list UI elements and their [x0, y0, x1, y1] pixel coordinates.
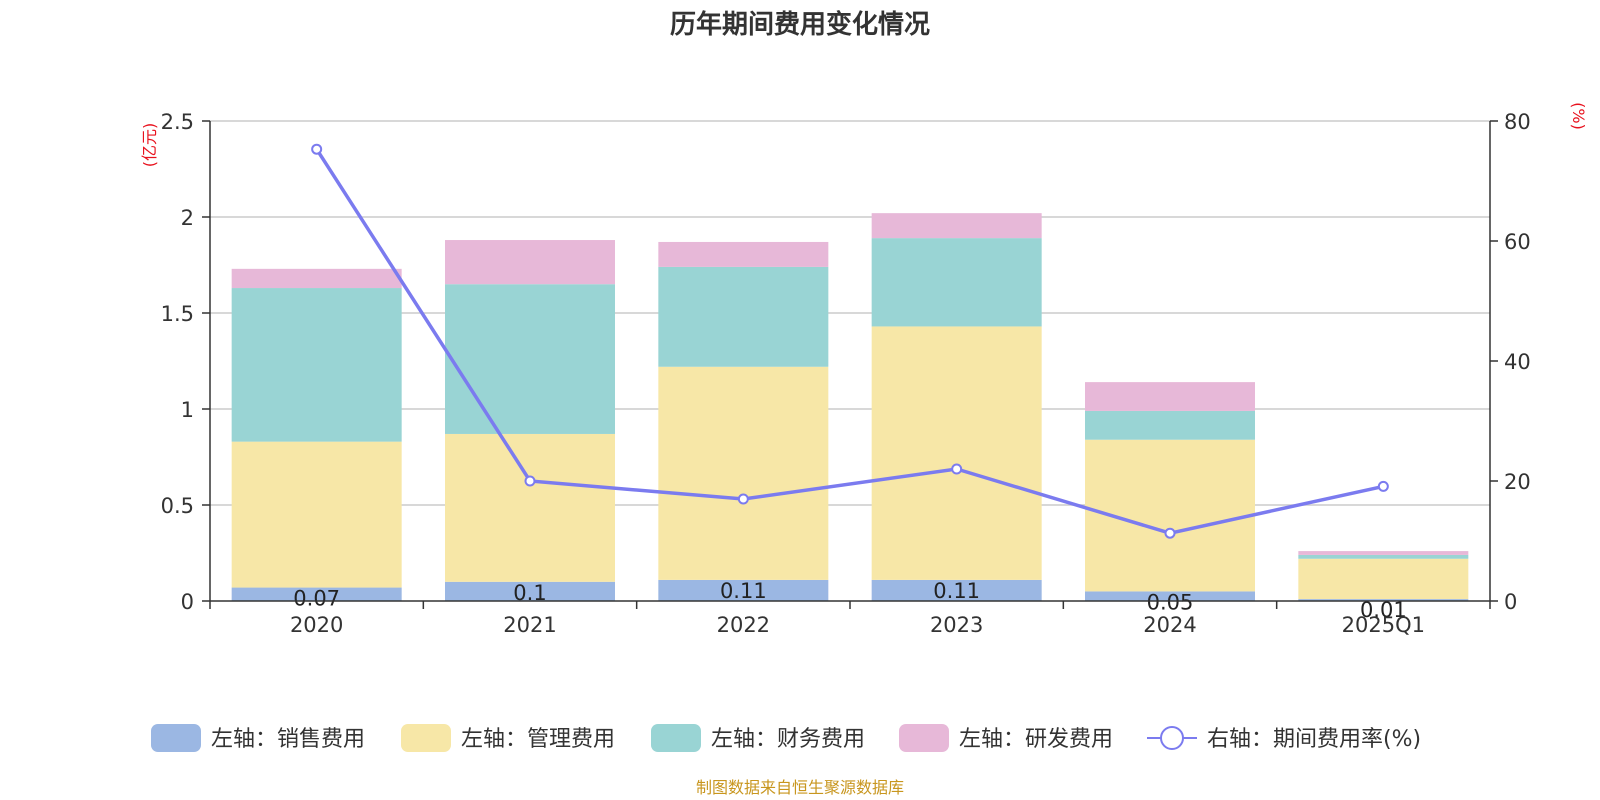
legend-label: 左轴：研发费用	[959, 727, 1113, 752]
bar-value-label: 0.05	[1147, 590, 1194, 614]
left-tick-label: 1.5	[161, 302, 194, 326]
x-tick-label: 2022	[717, 613, 770, 637]
legend-label: 右轴：期间费用率(%)	[1207, 727, 1421, 752]
rate-point	[737, 493, 749, 505]
bar-segment	[1298, 554, 1469, 559]
bar-segment	[445, 240, 615, 285]
right-tick-label: 40	[1504, 350, 1531, 374]
bar-value-label: 0.11	[933, 579, 980, 603]
bar-segment	[445, 581, 615, 601]
source-note: 制图数据来自恒生聚源数据库	[696, 778, 904, 797]
left-tick-label: 2	[181, 206, 194, 230]
bar-segment	[1085, 591, 1255, 601]
right-axis-unit: (%)	[1569, 102, 1588, 130]
legend: 左轴：销售费用 左轴：管理费用 左轴：财务费用 左轴：研发费用 右轴：期间费用率(%)	[151, 724, 1421, 752]
bar-value-label: 0.07	[293, 587, 340, 611]
rate-point	[951, 463, 963, 475]
bar-segment	[871, 238, 1042, 327]
left-axis-unit: (亿元)	[140, 123, 159, 168]
bar-segment	[871, 213, 1042, 239]
axes: 0 0.5 1 1.5 2 2.5 0 20 40 60 80 2020 2021 2022 2023 202…	[161, 110, 1531, 637]
bar-segment	[1085, 382, 1255, 411]
bar-value-label: 0.11	[720, 579, 767, 603]
right-tick-label: 60	[1504, 230, 1531, 254]
x-tick-label: 2025Q1	[1342, 613, 1425, 637]
legend-swatch	[899, 724, 949, 752]
bar-segment	[445, 284, 615, 434]
bar-segment	[1298, 558, 1469, 600]
rate-line-group	[311, 143, 1389, 539]
bar-segment	[1298, 599, 1469, 601]
rate-point	[311, 143, 323, 155]
legend-swatch	[151, 724, 201, 752]
x-tick-label: 2020	[290, 613, 343, 637]
x-tick-label: 2024	[1143, 613, 1196, 637]
bar-segment	[871, 579, 1042, 601]
rate-point	[1377, 480, 1389, 492]
left-tick-label: 2.5	[161, 110, 194, 134]
x-tick-label: 2021	[503, 613, 556, 637]
bar-segment	[871, 326, 1042, 580]
bar-segment	[231, 288, 402, 442]
bar-segment	[1298, 551, 1469, 555]
right-tick-label: 20	[1504, 470, 1531, 494]
rate-point	[524, 475, 536, 487]
grid-lines	[210, 120, 1490, 506]
right-tick-label: 80	[1504, 110, 1531, 134]
bar-segment	[445, 433, 615, 582]
bar-label-group: 0.07 0.1 0.11 0.11 0.05 0.01	[293, 579, 1406, 622]
left-tick-label: 0	[181, 590, 194, 614]
x-tick-label: 2023	[930, 613, 983, 637]
legend-label: 左轴：财务费用	[711, 727, 865, 752]
right-tick-label: 0	[1504, 590, 1517, 614]
rate-point	[1164, 527, 1176, 539]
rate-line	[315, 148, 1384, 536]
chart-title: 历年期间费用变化情况	[670, 9, 930, 40]
bar-segment	[231, 441, 402, 588]
legend-swatch	[651, 724, 701, 752]
bar-segment	[658, 366, 829, 580]
bar-segment	[231, 268, 402, 289]
bar-segment	[231, 587, 402, 601]
bar-value-label: 0.01	[1360, 598, 1407, 622]
bar-segment	[658, 241, 829, 267]
bar-segment	[1085, 410, 1255, 440]
legend-marker	[1160, 726, 1184, 750]
bar-segment	[658, 579, 829, 601]
legend-label: 左轴：销售费用	[211, 727, 365, 752]
left-tick-label: 1	[181, 398, 194, 422]
bar-group	[231, 213, 1469, 601]
legend-swatch	[401, 724, 451, 752]
bar-segment	[658, 266, 829, 367]
left-tick-label: 0.5	[161, 494, 194, 518]
legend-label: 左轴：管理费用	[461, 727, 615, 752]
